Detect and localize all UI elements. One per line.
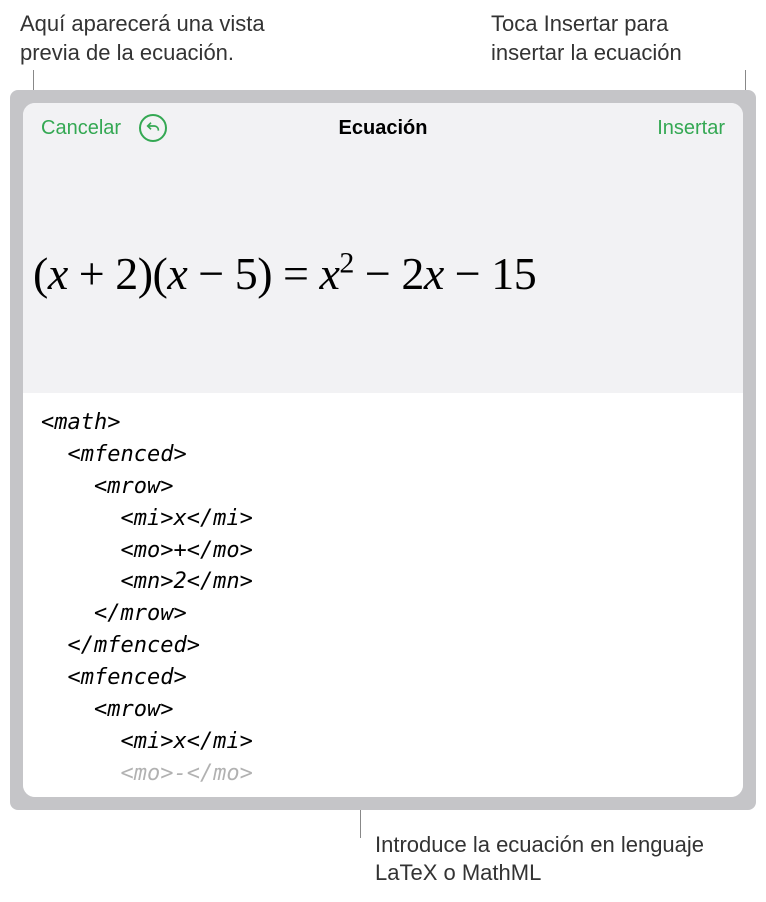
undo-icon[interactable] <box>139 114 167 142</box>
equation-code-input[interactable]: <math> <mfenced> <mrow> <mi>x</mi> <mo>+… <box>23 393 743 797</box>
header-left-group: Cancelar <box>41 114 167 142</box>
cancel-button[interactable]: Cancelar <box>41 117 121 140</box>
equation-preview-area: (x + 2)(x − 5) = x2 − 2x − 15 <box>23 153 743 393</box>
insert-button[interactable]: Insertar <box>657 117 725 140</box>
equation-dialog: Cancelar Ecuación Insertar (x + 2)(x − 5… <box>23 103 743 797</box>
callout-insert-text: Toca Insertar para insertar la ecuación <box>491 10 746 67</box>
callout-preview-text: Aquí aparecerá una vista previa de la ec… <box>20 10 320 67</box>
dialog-header: Cancelar Ecuación Insertar <box>23 103 743 153</box>
callout-input-text: Introduce la ecuación en lenguaje LaTeX … <box>375 831 735 888</box>
dialog-title: Ecuación <box>339 117 428 140</box>
equation-preview: (x + 2)(x − 5) = x2 − 2x − 15 <box>33 247 536 300</box>
screenshot-frame: Cancelar Ecuación Insertar (x + 2)(x − 5… <box>10 90 756 810</box>
